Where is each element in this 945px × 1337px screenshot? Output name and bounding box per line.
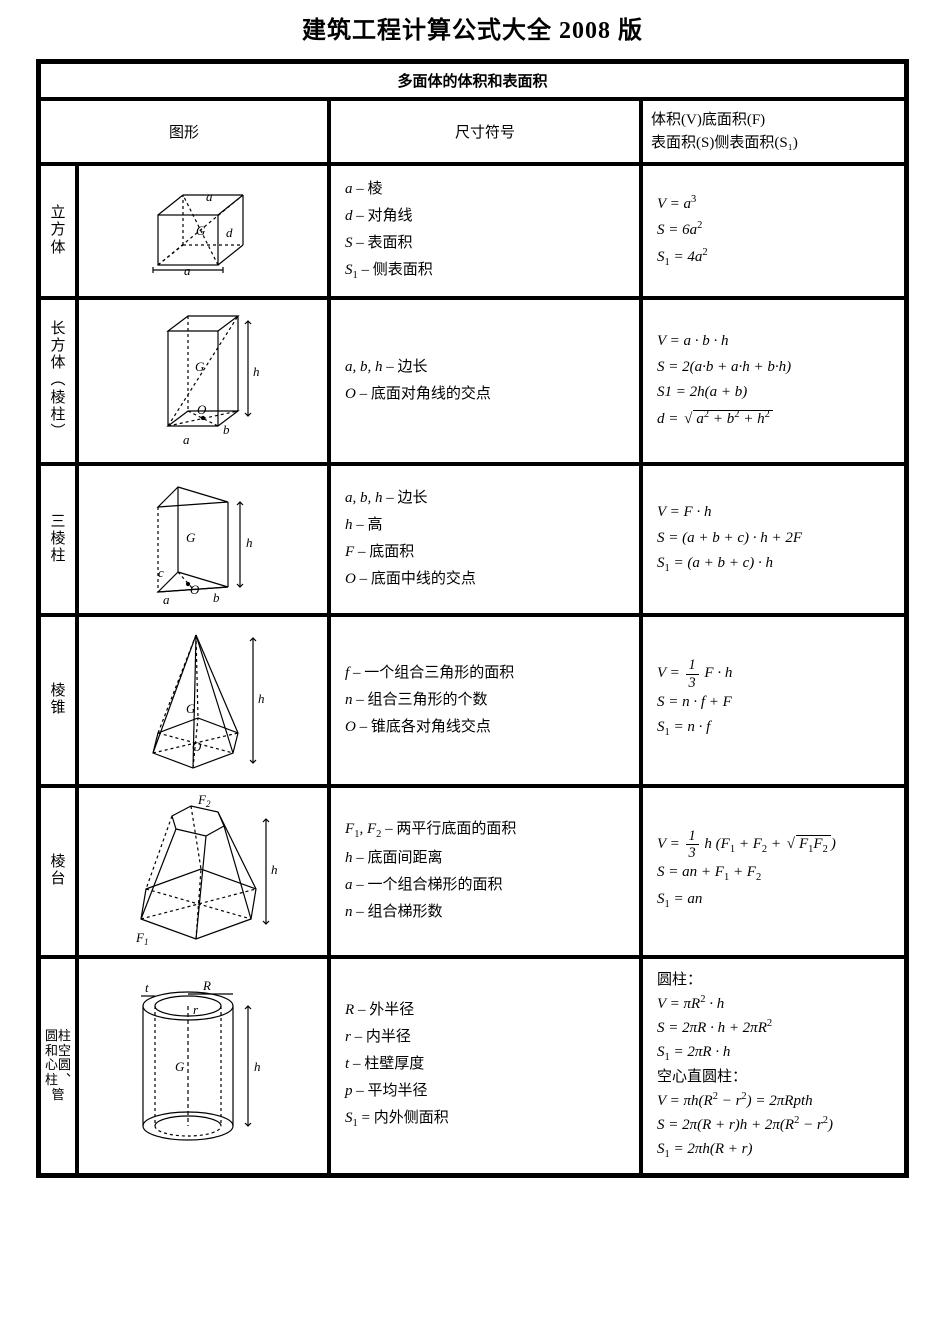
formulas-cube: V = a3 S = 6a2 S1 = 4a2 <box>642 165 905 297</box>
formulas-cylinder: 圆柱： V = πR2 · h S = 2πR · h + 2πR2 S1 = … <box>642 958 905 1174</box>
formula-table: 多面体的体积和表面积 图形 尺寸符号 体积(V)底面积(F) 表面积(S)侧表面… <box>36 59 909 1178</box>
figure-cuboid: a b h G O <box>78 299 328 463</box>
svg-text:G: G <box>186 530 196 545</box>
svg-text:h: h <box>258 691 265 706</box>
svg-text:O: O <box>192 739 202 754</box>
svg-text:h: h <box>271 862 278 877</box>
shape-name-cuboid: 长方体︵棱柱︶ <box>40 299 76 463</box>
svg-text:t: t <box>145 980 149 995</box>
figure-cube: a a G d <box>78 165 328 297</box>
figure-triprism: a b c h G O <box>78 465 328 614</box>
svg-text:G: G <box>175 1059 185 1074</box>
svg-text:a: a <box>184 263 191 277</box>
svg-text:F1: F1 <box>135 930 148 947</box>
formulas-frustum: V = 13 h (F1 + F2 + √F1F2) S = an + F1 +… <box>642 787 905 956</box>
table-row: 长方体︵棱柱︶ <box>40 299 905 463</box>
svg-text:h: h <box>253 364 260 379</box>
svg-text:F2: F2 <box>197 794 211 809</box>
document-title: 建筑工程计算公式大全 2008 版 <box>36 10 909 45</box>
symbols-cube: a – 棱 d – 对角线 S – 表面积 S1 – 侧表面积 <box>330 165 640 297</box>
page: 建筑工程计算公式大全 2008 版 多面体的体积和表面积 图形 尺寸符号 体积(… <box>0 0 945 1337</box>
pyramid-diagram-icon: h G O <box>108 623 298 778</box>
svg-text:O: O <box>190 582 200 597</box>
table-row: 三棱柱 <box>40 465 905 614</box>
shape-name-pyramid: 棱锥 <box>40 616 76 785</box>
svg-text:R: R <box>202 978 211 993</box>
svg-text:a: a <box>206 189 213 204</box>
svg-text:G: G <box>196 223 206 238</box>
table-row: 圆柱和空心圆柱︑管 <box>40 958 905 1174</box>
table-row: 立方体 <box>40 165 905 297</box>
formulas-cuboid: V = a · b · h S = 2(a·b + a·h + b·h) S1 … <box>642 299 905 463</box>
svg-text:a: a <box>163 592 170 607</box>
svg-text:r: r <box>193 1002 199 1017</box>
cuboid-diagram-icon: a b h G O <box>123 306 283 456</box>
header-formulas: 体积(V)底面积(F) 表面积(S)侧表面积(S₁) <box>642 100 905 163</box>
symbols-triprism: a, b, h – 边长 h – 高 F – 底面积 O – 底面中线的交点 <box>330 465 640 614</box>
formulas-pyramid: V = 13 F · h S = n · f + F S1 = n · f <box>642 616 905 785</box>
svg-text:h: h <box>246 535 253 550</box>
cylinder-diagram-icon: t R r h G <box>103 976 303 1156</box>
header-symbols: 尺寸符号 <box>330 100 640 163</box>
cube-diagram-icon: a a G d <box>128 185 278 277</box>
symbols-frustum: F1, F2 – 两平行底面的面积 h – 底面间距离 a – 一个组合梯形的面… <box>330 787 640 956</box>
formulas-triprism: V = F · h S = (a + b + c) · h + 2F S1 = … <box>642 465 905 614</box>
svg-text:c: c <box>158 565 164 580</box>
header-figure: 图形 <box>40 100 328 163</box>
frustum-diagram-icon: F2 F1 h <box>106 794 301 949</box>
symbols-cylinder: R – 外半径 r – 内半径 t – 柱壁厚度 p – 平均半径 S1 = 内… <box>330 958 640 1174</box>
svg-text:a: a <box>183 432 190 447</box>
triprism-diagram-icon: a b c h G O <box>118 472 288 607</box>
header-formulas-line2: 表面积(S)侧表面积(S₁) <box>651 135 798 151</box>
svg-text:h: h <box>254 1059 261 1074</box>
figure-cylinder: t R r h G <box>78 958 328 1174</box>
svg-text:O: O <box>197 402 207 417</box>
table-row: 棱锥 <box>40 616 905 785</box>
svg-text:b: b <box>213 590 220 605</box>
svg-text:d: d <box>226 225 233 240</box>
symbols-cuboid: a, b, h – 边长 O – 底面对角线的交点 <box>330 299 640 463</box>
shape-name-frustum: 棱台 <box>40 787 76 956</box>
svg-text:b: b <box>223 422 230 437</box>
table-row: 棱台 <box>40 787 905 956</box>
shape-name-cube: 立方体 <box>40 165 76 297</box>
header-formulas-line1: 体积(V)底面积(F) <box>651 112 765 128</box>
shape-name-triprism: 三棱柱 <box>40 465 76 614</box>
symbols-pyramid: f – 一个组合三角形的面积 n – 组合三角形的个数 O – 锥底各对角线交点 <box>330 616 640 785</box>
table-title: 多面体的体积和表面积 <box>40 63 905 98</box>
svg-text:G: G <box>195 359 205 374</box>
svg-text:G: G <box>186 701 196 716</box>
figure-frustum: F2 F1 h <box>78 787 328 956</box>
shape-name-cylinder: 圆柱和空心圆柱︑管 <box>40 958 76 1174</box>
figure-pyramid: h G O <box>78 616 328 785</box>
